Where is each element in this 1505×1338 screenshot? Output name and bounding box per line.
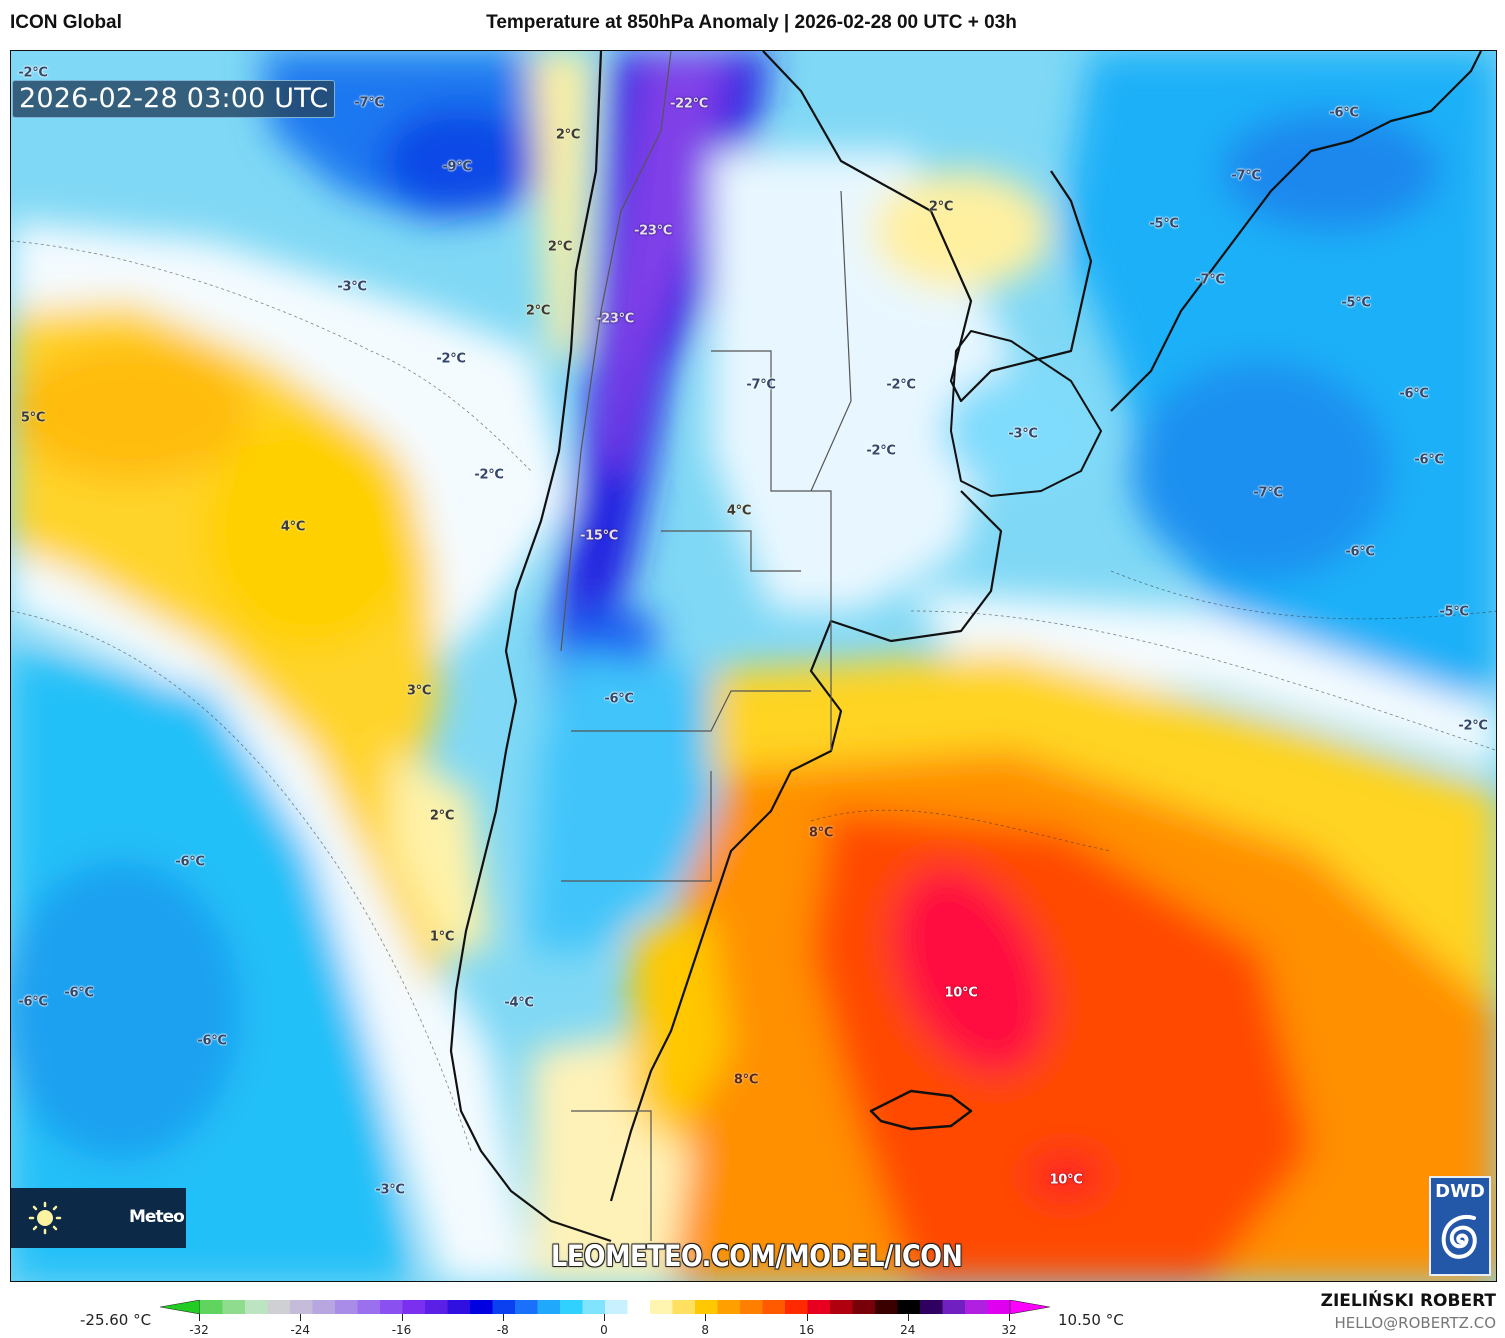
colorbar-tick — [705, 1314, 707, 1321]
colorbar-max-label: 10.50 °C — [1058, 1311, 1124, 1329]
isotherm-label: 10°C — [1049, 1172, 1083, 1188]
isotherm-label: -7°C — [1231, 168, 1261, 184]
colorbar-tick — [907, 1314, 909, 1321]
isotherm-label: 2°C — [555, 127, 581, 143]
colorbar-tick-label: 8 — [701, 1323, 710, 1337]
temperature-anomaly-map[interactable]: 2026-02-28 03:00 UTC -2°C -7°C -9°C 2°C -22°… — [10, 50, 1497, 1282]
isotherm-label: 5°C — [20, 410, 46, 426]
isotherm-label: -4°C — [504, 995, 534, 1011]
isotherm-label: -9°C — [442, 159, 472, 175]
isotherm-label: -7°C — [1195, 272, 1225, 288]
valid-time-badge: 2026-02-28 03:00 UTC — [12, 80, 336, 118]
isotherm-label: -3°C — [375, 1182, 405, 1198]
isotherm-label: -6°C — [175, 854, 205, 870]
colorbar-tick-label: 32 — [1001, 1323, 1017, 1337]
map-shading — [11, 51, 1496, 1281]
colorbar-tick — [806, 1314, 808, 1321]
isotherm-label: -2°C — [866, 443, 896, 459]
colorbar-tick — [300, 1314, 302, 1321]
author-email[interactable]: HELLO@ROBERTZ.CO — [1334, 1314, 1496, 1332]
colorbar-tick — [604, 1314, 605, 1321]
sun-icon — [28, 1201, 62, 1235]
isotherm-label: 3°C — [406, 683, 432, 699]
isotherm-label: 8°C — [733, 1072, 759, 1088]
meteo-logo[interactable]: Meteo — [11, 1188, 186, 1248]
isotherm-label: -3°C — [1008, 426, 1038, 442]
isotherm-label: -2°C — [474, 467, 504, 483]
isotherm-label: -6°C — [1329, 105, 1359, 121]
colorbar-min-label: -25.60 °C — [80, 1311, 152, 1329]
isotherm-label: -15°C — [579, 528, 619, 544]
isotherm-label: 4°C — [726, 503, 752, 519]
leometeo-watermark: LEOMETEO.COM/MODEL/ICON — [551, 1239, 963, 1273]
model-name: ICON Global — [10, 12, 122, 33]
isotherm-label: -2°C — [1458, 718, 1488, 734]
isotherm-label: 4°C — [280, 519, 306, 535]
isotherm-label: -6°C — [18, 994, 48, 1010]
isotherm-label: 2°C — [429, 808, 455, 824]
colorbar-tick-label: 24 — [900, 1323, 916, 1337]
colorbar-tick — [401, 1314, 403, 1321]
colorbar — [160, 1300, 1050, 1314]
isotherm-label: -2°C — [18, 65, 48, 81]
chart-title-text: Temperature at 850hPa Anomaly | 2026-02-… — [486, 12, 1017, 33]
colorbar-tick — [199, 1314, 200, 1321]
dwd-logo[interactable]: DWD — [1429, 1176, 1491, 1276]
isotherm-label: -6°C — [197, 1033, 227, 1049]
isotherm-label: 1°C — [429, 929, 455, 945]
isotherm-label: -23°C — [633, 223, 673, 239]
colorbar-tick-label: -32 — [189, 1323, 209, 1337]
meteo-brand-text: Meteo — [129, 1207, 185, 1227]
isotherm-label: -5°C — [1439, 604, 1469, 620]
colorbar-tick-label: -16 — [391, 1323, 412, 1337]
colorbar-tick-label: -8 — [496, 1323, 509, 1337]
isotherm-label: 2°C — [547, 239, 573, 255]
colorbar-tick — [502, 1314, 504, 1321]
colorbar-tick-label: 0 — [600, 1323, 608, 1337]
isotherm-label: -23°C — [595, 311, 635, 327]
isotherm-label: -6°C — [64, 985, 94, 1001]
chart-title: Temperature at 850hPa Anomaly | 2026-02-… — [0, 12, 1505, 34]
isotherm-label: -7°C — [1253, 485, 1283, 501]
isotherm-label: -6°C — [1399, 386, 1429, 402]
spiral-icon — [1441, 1215, 1477, 1259]
isotherm-label: -22°C — [669, 96, 709, 112]
isotherm-label: 8°C — [808, 825, 834, 841]
isotherm-label: -2°C — [436, 351, 466, 367]
isotherm-label: -7°C — [354, 95, 384, 111]
isotherm-label: 2°C — [525, 303, 551, 319]
isotherm-label: -5°C — [1341, 295, 1371, 311]
isotherm-label: -7°C — [746, 377, 776, 393]
author-credit: ZIELIŃSKI ROBERT — [1320, 1291, 1496, 1311]
colorbar-tick-label: -24 — [290, 1323, 311, 1337]
isotherm-label: -3°C — [337, 279, 367, 295]
dwd-logo-text: DWD — [1435, 1181, 1485, 1202]
isotherm-label: -6°C — [604, 691, 634, 707]
colorbar-tick — [1009, 1314, 1010, 1321]
isotherm-label: -5°C — [1149, 216, 1179, 232]
isotherm-label: -6°C — [1414, 452, 1444, 468]
colorbar-tick-label: 16 — [798, 1323, 815, 1337]
isotherm-label: 10°C — [944, 985, 978, 1001]
isotherm-label: -6°C — [1345, 544, 1375, 560]
isotherm-label: -2°C — [886, 377, 916, 393]
isotherm-label: 2°C — [928, 199, 954, 215]
